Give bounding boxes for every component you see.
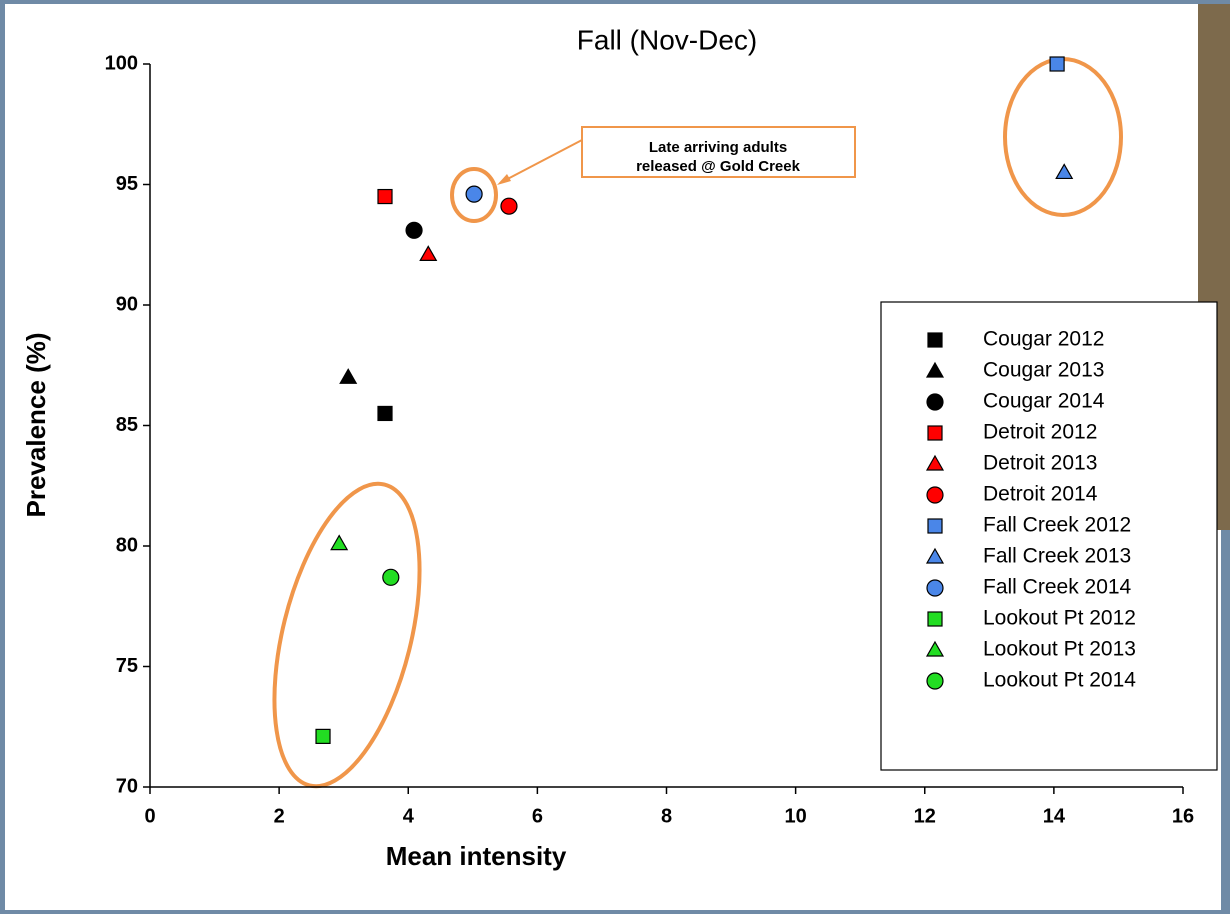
chart-title: Fall (Nov-Dec) xyxy=(577,24,757,55)
y-axis-label: Prevalence (%) xyxy=(21,333,51,518)
legend-label: Lookout Pt 2013 xyxy=(983,638,1136,661)
y-tick-label: 85 xyxy=(116,414,138,436)
annotation: released @ Gold Creek xyxy=(636,158,801,175)
point xyxy=(378,190,392,204)
legend-marker xyxy=(928,426,942,440)
x-tick-label: 16 xyxy=(1172,805,1194,827)
legend-label: Fall Creek 2014 xyxy=(983,576,1132,599)
annotation: Late arriving adults xyxy=(649,139,787,156)
point xyxy=(406,222,422,238)
legend-marker xyxy=(927,673,943,689)
y-tick-label: 100 xyxy=(105,52,138,74)
legend-marker xyxy=(928,333,942,347)
x-tick-label: 6 xyxy=(532,805,543,827)
legend-marker xyxy=(928,519,942,533)
x-tick-label: 8 xyxy=(661,805,672,827)
legend-label: Lookout Pt 2014 xyxy=(983,669,1136,692)
x-tick-label: 4 xyxy=(403,805,415,827)
x-tick-label: 10 xyxy=(785,805,807,827)
y-tick-label: 75 xyxy=(116,655,138,677)
point xyxy=(378,406,392,420)
legend-marker xyxy=(927,487,943,503)
legend-label: Cougar 2014 xyxy=(983,390,1105,413)
y-tick-label: 90 xyxy=(116,293,138,315)
y-tick-label: 80 xyxy=(116,534,138,556)
x-axis-label: Mean intensity xyxy=(386,841,567,871)
x-tick-label: 2 xyxy=(274,805,285,827)
point xyxy=(466,186,482,202)
y-tick-label: 95 xyxy=(116,173,138,195)
legend-marker xyxy=(927,580,943,596)
point xyxy=(1050,57,1064,71)
point xyxy=(383,569,399,585)
legend-label: Cougar 2012 xyxy=(983,328,1104,351)
legend-label: Cougar 2013 xyxy=(983,359,1104,382)
legend-label: Detroit 2013 xyxy=(983,452,1097,475)
legend-marker xyxy=(928,612,942,626)
legend-label: Fall Creek 2013 xyxy=(983,545,1131,568)
y-tick-label: 70 xyxy=(116,775,138,797)
chart: Fall (Nov-Dec) Mean intensity Prevalence… xyxy=(0,0,1230,914)
point xyxy=(316,729,330,743)
legend-label: Detroit 2014 xyxy=(983,483,1098,506)
legend-label: Detroit 2012 xyxy=(983,421,1097,444)
legend-label: Lookout Pt 2012 xyxy=(983,607,1136,630)
legend-marker xyxy=(927,394,943,410)
x-tick-label: 0 xyxy=(144,805,155,827)
x-tick-label: 12 xyxy=(914,805,936,827)
legend-label: Fall Creek 2012 xyxy=(983,514,1131,537)
point xyxy=(501,198,517,214)
x-tick-label: 14 xyxy=(1043,805,1066,827)
